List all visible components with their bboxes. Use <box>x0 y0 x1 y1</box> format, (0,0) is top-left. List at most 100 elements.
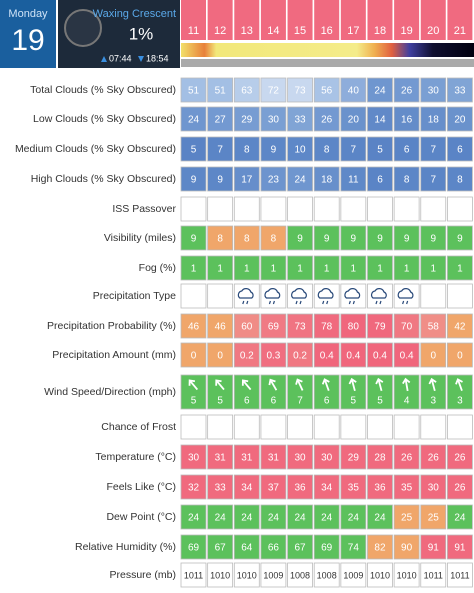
cell <box>340 342 367 368</box>
cell <box>180 136 207 162</box>
cell <box>313 374 340 410</box>
cell-value: 23 <box>268 175 280 186</box>
cell <box>420 283 447 309</box>
precip-cloud <box>344 288 361 299</box>
cell-value: 34 <box>321 483 333 494</box>
row-label: Total Clouds (% Sky Obscured) <box>30 84 176 96</box>
precip-icon <box>370 288 387 305</box>
cell <box>233 225 260 251</box>
row-label: Medium Clouds (% Sky Obscured) <box>15 143 176 155</box>
cell <box>207 474 234 500</box>
cell <box>207 562 234 588</box>
cell-value: 33 <box>454 86 466 97</box>
cell-value: 1011 <box>184 570 203 580</box>
cell <box>393 474 420 500</box>
cell <box>233 504 260 530</box>
daylight-bar <box>181 43 474 57</box>
date: 19 <box>11 24 44 57</box>
cell <box>446 342 473 368</box>
moon-phase: Waxing Crescent <box>93 8 176 20</box>
row-label: Relative Humidity (%) <box>75 541 176 553</box>
cell-value: 9 <box>351 234 357 245</box>
wind-arrow-shape <box>375 377 384 392</box>
cell <box>287 77 313 103</box>
cell-value: 37 <box>268 483 280 494</box>
precip-cloud <box>370 288 387 299</box>
cell-value: 80 <box>348 322 360 333</box>
cell-value: 58 <box>428 322 440 333</box>
cell-value: 5 <box>351 396 357 407</box>
row-label: Precipitation Probability (%) <box>47 320 176 332</box>
cell-value: 24 <box>215 513 227 524</box>
cell <box>287 342 313 368</box>
row-label: Chance of Frost <box>101 421 176 433</box>
cell-value: 30 <box>188 453 200 464</box>
cell-value: 26 <box>321 115 333 126</box>
cell <box>287 196 313 222</box>
row-label: Low Clouds (% Sky Obscured) <box>33 113 176 125</box>
cell-value: 0.3 <box>266 351 280 362</box>
cell-value: 46 <box>215 322 227 333</box>
cell-value: 5 <box>377 145 383 156</box>
cell-value: 8 <box>324 145 330 156</box>
cell-value: 9 <box>191 234 197 245</box>
row-label: Wind Speed/Direction (mph) <box>44 386 176 398</box>
cell-value: 3 <box>430 396 436 407</box>
cell <box>313 166 340 192</box>
cell-value: 1010 <box>210 570 230 580</box>
cell-value: 9 <box>324 234 330 245</box>
wind-arrow <box>321 378 330 391</box>
cell-value: 5 <box>191 396 197 407</box>
cell <box>313 313 340 339</box>
cell-value: 5 <box>377 396 383 407</box>
cell-value: 20 <box>348 115 360 126</box>
cell-value: 69 <box>268 322 280 333</box>
cell <box>233 77 260 103</box>
hour: 17 <box>347 25 359 37</box>
cell-value: 30 <box>428 86 440 97</box>
wind-arrow <box>375 377 384 392</box>
cell <box>313 225 340 251</box>
cell-value: 7 <box>297 396 303 407</box>
cell <box>340 474 367 500</box>
cell <box>420 474 447 500</box>
moon-illumination: 1% <box>129 24 154 43</box>
cell-value: 26 <box>401 86 413 97</box>
row-label: High Clouds (% Sky Obscured) <box>31 173 176 185</box>
cell <box>420 414 447 440</box>
cell <box>420 255 447 281</box>
row-label: Precipitation Type <box>93 290 176 302</box>
cell <box>207 166 234 192</box>
wind-arrow <box>188 379 199 391</box>
precip-icon <box>237 288 254 305</box>
cell <box>446 255 473 281</box>
cell-value: 1 <box>324 264 330 275</box>
cell <box>180 562 207 588</box>
hour-cell <box>340 0 366 40</box>
cell <box>287 562 313 588</box>
cell-value: 1008 <box>317 570 337 580</box>
precip-drop <box>402 300 409 305</box>
cell <box>420 136 447 162</box>
cell-value: 14 <box>374 115 386 126</box>
cell-value: 16 <box>401 115 413 126</box>
cell <box>446 474 473 500</box>
cell <box>367 106 393 132</box>
cell-value: 8 <box>217 234 223 245</box>
cell-value: 0 <box>430 351 436 362</box>
hour: 12 <box>214 25 226 37</box>
cell <box>393 225 420 251</box>
cell <box>233 444 260 470</box>
cell-value: 66 <box>268 543 280 554</box>
hour-cell <box>394 0 420 40</box>
cell-value: 28 <box>374 453 386 464</box>
hour: 15 <box>294 25 306 37</box>
cell <box>180 106 207 132</box>
precip-drop <box>242 300 249 305</box>
cell-value: 7 <box>351 145 357 156</box>
cell-value: 7 <box>430 145 436 156</box>
cell <box>287 534 313 560</box>
cell-value: 70 <box>401 322 413 333</box>
cell <box>446 77 473 103</box>
cell-value: 30 <box>268 115 280 126</box>
